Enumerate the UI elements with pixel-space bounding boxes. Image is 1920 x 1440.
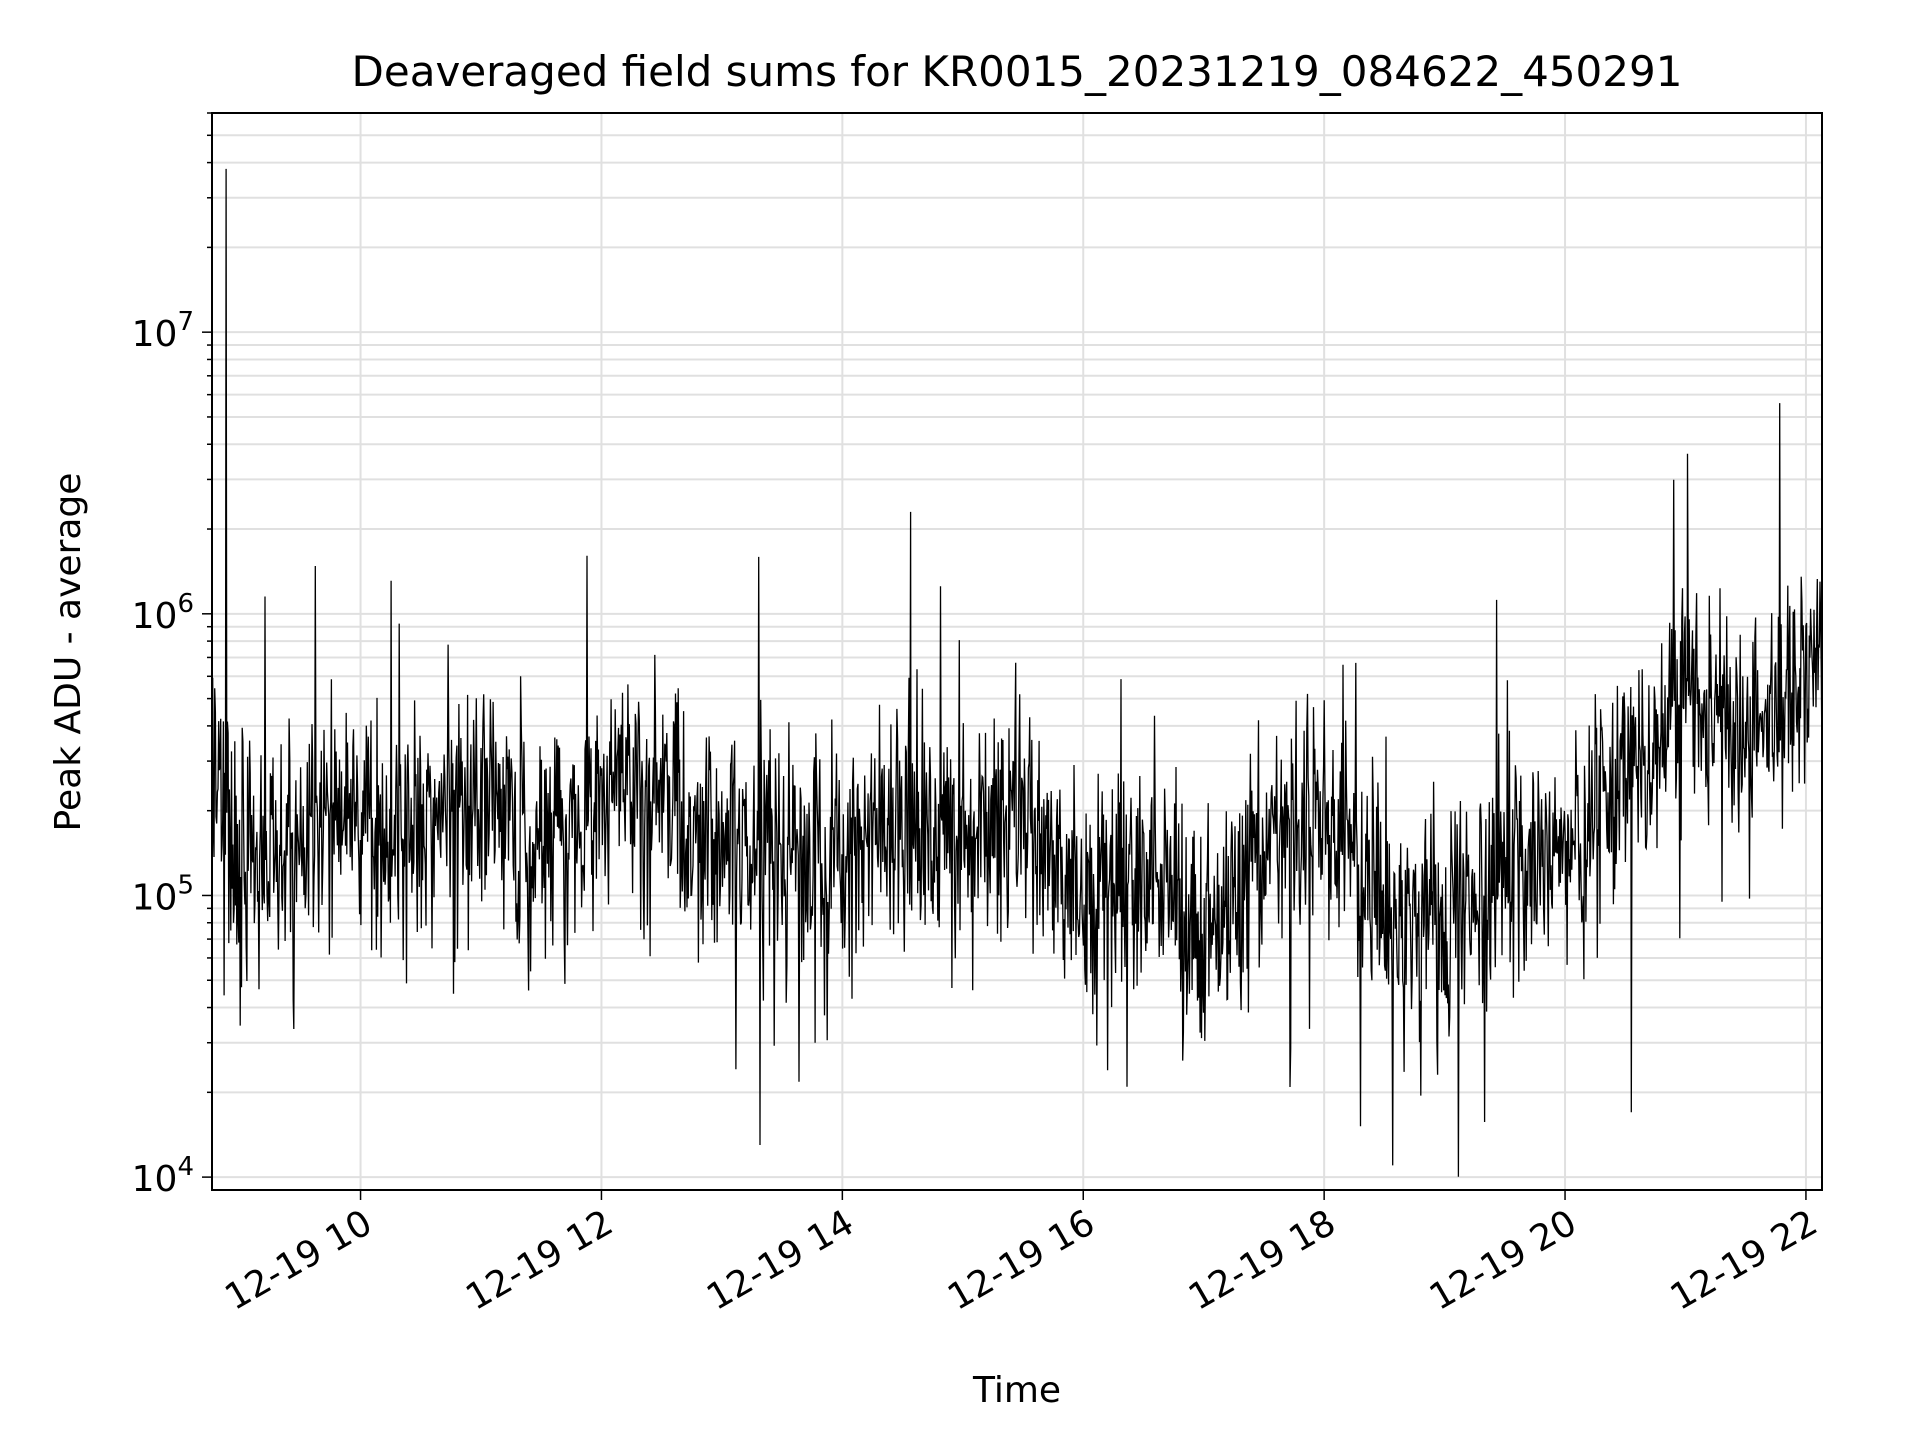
series-line (211, 168, 1823, 1177)
y-tick-label: 106 (132, 589, 194, 637)
grid (212, 112, 1822, 1190)
y-axis-label: Peak ADU - average (48, 473, 89, 832)
data-series (211, 168, 1823, 1177)
plot-area-frame (211, 112, 1823, 1191)
y-tick-label: 104 (132, 1152, 194, 1200)
chart-title: Deaveraged field sums for KR0015_2023121… (352, 47, 1683, 96)
y-tick-label: 105 (132, 870, 194, 918)
x-axis-label: Time (972, 1370, 1061, 1411)
y-tick-label: 107 (132, 307, 194, 355)
